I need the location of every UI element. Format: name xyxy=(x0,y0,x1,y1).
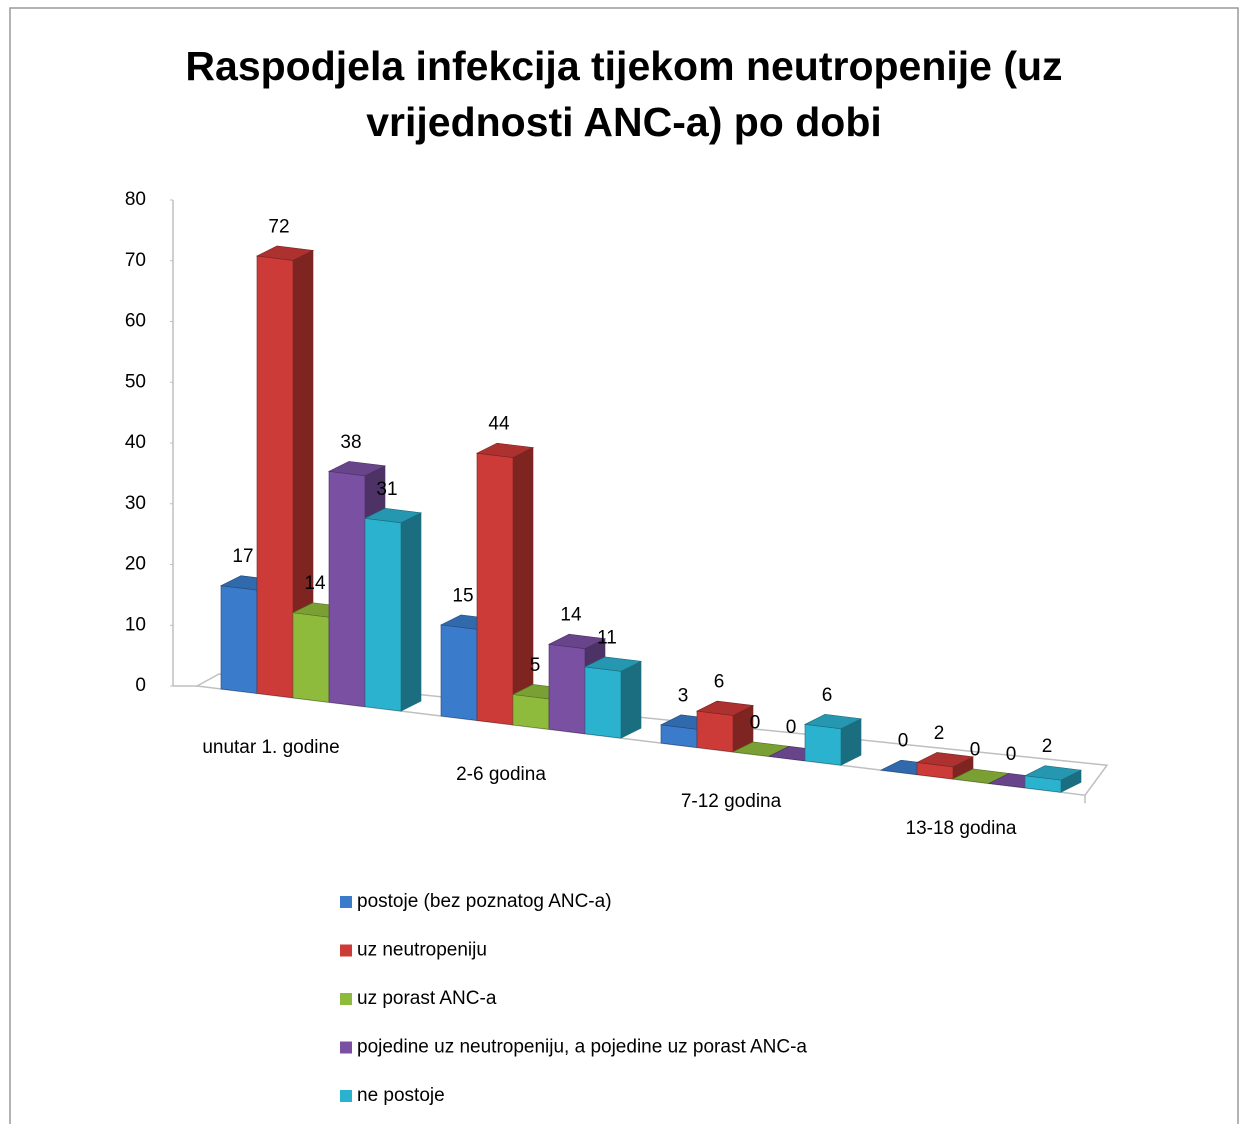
y-tick-label: 0 xyxy=(135,675,146,696)
bar-top xyxy=(475,442,535,458)
bar-top xyxy=(583,656,643,672)
bar-top xyxy=(695,700,755,716)
bar-front xyxy=(292,612,330,703)
data-label: 72 xyxy=(268,216,289,237)
data-label: 0 xyxy=(786,717,797,738)
y-tick-label: 20 xyxy=(125,554,146,575)
legend-swatch xyxy=(340,896,352,908)
data-label: 0 xyxy=(898,731,909,752)
bar-front xyxy=(220,585,258,694)
data-label: 0 xyxy=(1006,744,1017,765)
bar-front xyxy=(584,666,622,739)
data-label: 6 xyxy=(714,672,725,693)
legend-label: pojedine uz neutropeniju, a pojedine uz … xyxy=(357,1037,807,1058)
data-label: 31 xyxy=(376,479,397,500)
y-tick-label: 70 xyxy=(125,250,146,271)
data-label: 0 xyxy=(970,739,981,760)
y-tick-label: 80 xyxy=(125,189,146,210)
bar-top xyxy=(255,245,315,261)
bar xyxy=(695,700,755,753)
bar-front xyxy=(804,723,842,766)
data-label: 44 xyxy=(488,414,510,435)
chart-title: Raspodjela infekcija tijekom neutropenij… xyxy=(185,43,1063,145)
bar xyxy=(583,656,643,739)
bar-top xyxy=(547,633,607,649)
bar xyxy=(1023,765,1083,793)
legend-label: postoje (bez poznatog ANC-a) xyxy=(357,891,612,912)
legend-label: ne postoje xyxy=(357,1085,445,1106)
bar xyxy=(475,442,535,726)
bar xyxy=(255,245,315,699)
data-label: 5 xyxy=(530,655,541,676)
bar-front xyxy=(696,710,734,753)
bar xyxy=(363,508,423,712)
bar-top xyxy=(915,752,975,768)
x-tick-label: 7-12 godina xyxy=(681,791,782,812)
data-label: 15 xyxy=(452,585,473,606)
data-label: 2 xyxy=(934,723,945,744)
x-tick-label: 13-18 godina xyxy=(906,818,1017,839)
bar-side xyxy=(512,447,534,726)
y-tick-label: 30 xyxy=(125,493,146,514)
data-label: 0 xyxy=(750,712,761,733)
y-tick-label: 10 xyxy=(125,614,146,635)
data-label: 14 xyxy=(560,605,582,626)
chart-border xyxy=(9,7,1239,1124)
bar-front xyxy=(440,624,478,721)
data-label: 14 xyxy=(304,573,326,594)
bar xyxy=(803,714,863,766)
bar-front xyxy=(364,517,402,712)
bar-front xyxy=(476,452,514,726)
legend-swatch xyxy=(340,1041,352,1054)
legend-label: uz porast ANC-a xyxy=(357,988,497,1009)
y-tick-label: 60 xyxy=(125,311,146,332)
legend-swatch xyxy=(340,993,352,1005)
y-tick-label: 40 xyxy=(125,432,146,453)
data-label: 3 xyxy=(678,685,689,706)
bar xyxy=(915,752,975,780)
data-label: 38 xyxy=(340,432,361,453)
bar-top xyxy=(327,461,387,477)
bar-front xyxy=(512,694,550,730)
bar-front xyxy=(256,255,294,699)
bar-side xyxy=(620,660,642,739)
data-label: 11 xyxy=(597,627,617,648)
bar-front xyxy=(548,643,586,735)
data-label: 17 xyxy=(232,546,253,567)
bar-top xyxy=(803,714,863,730)
x-tick-label: 2-6 godina xyxy=(456,764,546,785)
bar-top xyxy=(363,508,423,524)
bar-side xyxy=(400,512,422,712)
legend-swatch xyxy=(340,944,352,957)
bar-front xyxy=(328,471,366,708)
legend-label: uz neutropeniju xyxy=(357,940,487,961)
legend-swatch xyxy=(340,1090,352,1102)
data-label: 6 xyxy=(822,685,833,706)
y-tick-label: 50 xyxy=(125,371,146,392)
x-tick-label: unutar 1. godine xyxy=(202,737,339,758)
data-label: 2 xyxy=(1042,736,1053,757)
bar-top xyxy=(1023,765,1083,781)
